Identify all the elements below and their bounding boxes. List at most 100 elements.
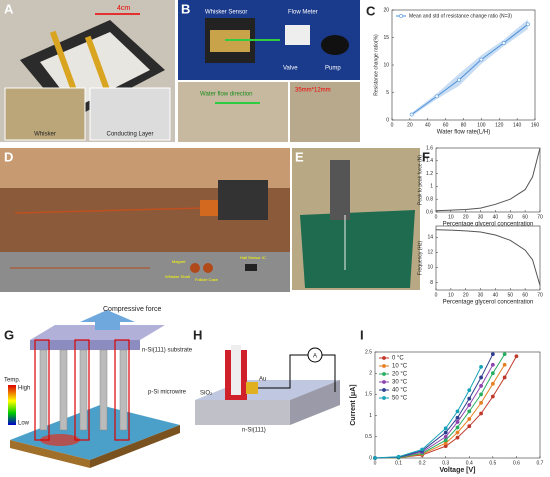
legend-marker bbox=[382, 380, 386, 384]
y-tick-label: 20 bbox=[383, 7, 389, 13]
legend-label: 0 °C bbox=[392, 356, 404, 362]
data-point bbox=[467, 424, 472, 429]
y-tick-label: 0 bbox=[369, 455, 372, 461]
x-axis-label: Water flow rate(L/H) bbox=[437, 130, 490, 136]
panel-label: E bbox=[295, 149, 304, 164]
data-point bbox=[455, 415, 460, 420]
legend-label: 20 °C bbox=[392, 372, 408, 378]
data-point bbox=[455, 430, 460, 435]
legend-label: 40 °C bbox=[392, 388, 408, 394]
data-point bbox=[443, 434, 448, 439]
x-axis-label: Voltage [V] bbox=[439, 467, 475, 474]
x-tick-label: 0.3 bbox=[442, 460, 449, 466]
y-tick-label: 1 bbox=[430, 184, 433, 190]
x-tick-label: 0.2 bbox=[419, 460, 426, 466]
x-tick-label: 160 bbox=[531, 122, 540, 128]
panel-label: I bbox=[360, 327, 364, 342]
x-tick-label: 40 bbox=[493, 292, 499, 298]
legend-label: 30 °C bbox=[392, 380, 408, 386]
error-band bbox=[503, 19, 528, 47]
photo-label: Whisker Shaft bbox=[165, 274, 191, 279]
photo-label: Whisker bbox=[34, 132, 56, 138]
y-tick-label: 15 bbox=[383, 35, 389, 41]
data-line bbox=[435, 147, 541, 212]
plot-area bbox=[391, 9, 536, 121]
photo-label: Flow Meter bbox=[288, 10, 318, 16]
x-tick-label: 0.5 bbox=[489, 460, 496, 466]
data-point bbox=[467, 403, 472, 407]
legend-marker bbox=[382, 388, 386, 392]
panel-label: C bbox=[366, 3, 376, 18]
x-tick-label: 0 bbox=[374, 460, 377, 466]
plot-area bbox=[435, 225, 541, 291]
x-axis-label: Percentage glycerol concentration bbox=[443, 300, 534, 306]
photo-label: Whisker Sensor bbox=[205, 10, 247, 16]
data-point bbox=[502, 375, 507, 380]
data-line bbox=[435, 229, 541, 286]
error-band bbox=[459, 55, 482, 86]
data-point bbox=[420, 447, 425, 452]
data-point bbox=[396, 454, 401, 459]
diagram-label: n-Si(111) bbox=[242, 428, 266, 434]
x-tick-label: 30 bbox=[478, 292, 484, 298]
diagram-label: High bbox=[18, 386, 30, 392]
y-tick-label: 8 bbox=[430, 280, 433, 286]
diagram-label: Au bbox=[259, 377, 266, 383]
diagram-h bbox=[195, 345, 340, 425]
x-tick-label: 20 bbox=[463, 214, 469, 220]
diagram-label: Low bbox=[18, 421, 30, 427]
photo-label: Magnet bbox=[172, 259, 186, 264]
x-tick-label: 100 bbox=[477, 122, 486, 128]
photo-label: Hall Sensor IC bbox=[240, 255, 266, 260]
data-point bbox=[514, 354, 519, 359]
panel-label: B bbox=[181, 1, 190, 16]
y-tick-label: 2.5 bbox=[365, 349, 372, 355]
legend-label: Mean and std of resistance change ratio … bbox=[409, 13, 512, 19]
scale-label: 4cm bbox=[117, 5, 130, 12]
y-tick-label: 2 bbox=[369, 371, 372, 377]
y-tick-label: 5 bbox=[386, 90, 389, 96]
legend-marker bbox=[382, 356, 386, 360]
y-tick-label: 14 bbox=[427, 235, 433, 241]
diagram-label: p-Si microwire bbox=[148, 390, 187, 396]
x-tick-label: 40 bbox=[425, 122, 431, 128]
y-tick-label: 1.2 bbox=[426, 171, 433, 177]
x-tick-label: 60 bbox=[522, 292, 528, 298]
data-point bbox=[490, 352, 495, 357]
photo-d bbox=[0, 148, 290, 292]
data-point bbox=[479, 364, 483, 369]
data-point bbox=[443, 438, 448, 443]
data-point bbox=[502, 362, 507, 367]
x-tick-label: 0.4 bbox=[466, 460, 473, 466]
x-tick-label: 80 bbox=[461, 122, 467, 128]
photo-label: Water flow direction bbox=[200, 92, 252, 98]
plot-area bbox=[435, 147, 541, 213]
data-line bbox=[374, 353, 494, 459]
x-tick-label: 30 bbox=[478, 214, 484, 220]
photo-a bbox=[0, 0, 175, 142]
plot-area bbox=[374, 351, 541, 459]
x-tick-label: 40 bbox=[493, 214, 499, 220]
data-point bbox=[479, 57, 484, 62]
x-tick-label: 60 bbox=[522, 214, 528, 220]
legend-label: 50 °C bbox=[392, 396, 408, 402]
y-tick-label: 0.5 bbox=[365, 434, 372, 440]
x-tick-label: 140 bbox=[513, 122, 522, 128]
panel-label: A bbox=[4, 1, 14, 16]
x-tick-label: 10 bbox=[448, 292, 454, 298]
x-tick-label: 120 bbox=[495, 122, 504, 128]
x-tick-label: 0.6 bbox=[513, 460, 520, 466]
data-point bbox=[490, 371, 495, 376]
data-point bbox=[434, 94, 439, 99]
data-point bbox=[457, 77, 461, 82]
y-axis-label: Current [μA] bbox=[350, 384, 357, 425]
data-point bbox=[479, 411, 483, 416]
data-point bbox=[455, 409, 460, 414]
photo-label: Follicle Case bbox=[195, 277, 219, 282]
photo-label: Valve bbox=[283, 66, 298, 72]
diagram-label: SiO₂ bbox=[200, 391, 213, 397]
y-axis-label: Resistance change ratio(%) bbox=[373, 34, 379, 96]
data-point bbox=[443, 426, 448, 431]
x-tick-label: 0.1 bbox=[395, 460, 402, 466]
panel-label: D bbox=[4, 149, 13, 164]
